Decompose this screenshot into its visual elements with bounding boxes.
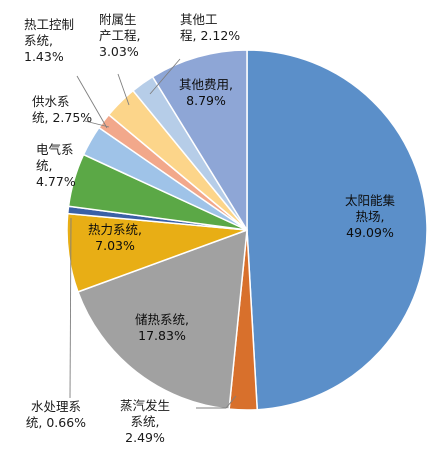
leader-lines bbox=[69, 58, 237, 409]
leader-line-other-eng bbox=[149, 58, 181, 95]
data-label-storage: 储热系统, 17.83% bbox=[135, 312, 189, 343]
data-label-other-eng: 其他工程, 2.12% bbox=[180, 12, 240, 43]
data-label-water-treatment: 水处理系统, 0.66% bbox=[26, 399, 86, 430]
data-label-line: 17.83% bbox=[138, 328, 186, 343]
pie-slice-storage bbox=[77, 229, 248, 410]
data-label-line: 49.09% bbox=[346, 225, 394, 240]
data-label-line: 水处理系 bbox=[31, 399, 81, 414]
pie-slices bbox=[66, 49, 428, 411]
data-label-line: 储热系统, bbox=[135, 312, 189, 327]
data-label-line: 产工程, bbox=[99, 28, 140, 43]
data-label-line: 热力系统, bbox=[88, 222, 142, 237]
data-label-solar: 太阳能集热场, 49.09% bbox=[345, 193, 396, 240]
leader-line-water-treatment bbox=[69, 217, 72, 399]
data-label-line: 8.79% bbox=[186, 93, 226, 108]
data-label-line: 3.03% bbox=[99, 44, 139, 59]
data-label-thermal-control: 热工控制系统, 1.43% bbox=[24, 17, 74, 64]
leader-line-auxiliary bbox=[117, 73, 130, 106]
data-label-line: 附属生 bbox=[99, 12, 137, 27]
pie-slice-other-cost bbox=[151, 49, 248, 231]
data-label-line: 7.03% bbox=[95, 238, 135, 253]
data-label-electrical: 电气系统, 4.77% bbox=[36, 142, 76, 189]
data-label-line: 热场, bbox=[356, 209, 385, 224]
data-label-line: 其他费用, bbox=[179, 77, 233, 92]
data-label-line: 其他工 bbox=[180, 12, 218, 27]
data-label-line: 统, bbox=[36, 158, 52, 173]
leader-line-steam bbox=[196, 395, 237, 409]
data-label-other-cost: 其他费用, 8.79% bbox=[179, 77, 233, 108]
data-label-line: 供水系 bbox=[32, 94, 70, 109]
data-label-line: 统, 0.66% bbox=[26, 415, 86, 430]
data-label-line: 统, 2.75% bbox=[32, 110, 92, 125]
data-label-line: 太阳能集 bbox=[345, 193, 396, 208]
data-label-line: 蒸汽发生 bbox=[120, 398, 170, 413]
data-label-steam: 蒸汽发生系统, 2.49% bbox=[120, 398, 170, 445]
data-label-line: 4.77% bbox=[36, 174, 76, 189]
data-label-line: 1.43% bbox=[24, 49, 64, 64]
data-label-line: 2.49% bbox=[125, 430, 165, 445]
data-label-line: 系统, bbox=[131, 414, 160, 429]
data-label-auxiliary: 附属生产工程, 3.03% bbox=[99, 12, 140, 59]
data-label-line: 系统, bbox=[24, 33, 53, 48]
data-label-heat-power: 热力系统, 7.03% bbox=[88, 222, 142, 253]
pie-slice-solar bbox=[246, 49, 428, 411]
leader-line-water-supply bbox=[84, 120, 110, 128]
data-label-water-supply: 供水系统, 2.75% bbox=[32, 94, 92, 125]
data-label-line: 热工控制 bbox=[24, 17, 74, 32]
data-label-line: 电气系 bbox=[36, 142, 74, 157]
slice-labels: 太阳能集热场, 49.09%蒸汽发生系统, 2.49%储热系统, 17.83%热力系统… bbox=[24, 12, 395, 445]
leader-line-thermal-control bbox=[76, 75, 108, 129]
data-label-line: 程, 2.12% bbox=[180, 28, 240, 43]
